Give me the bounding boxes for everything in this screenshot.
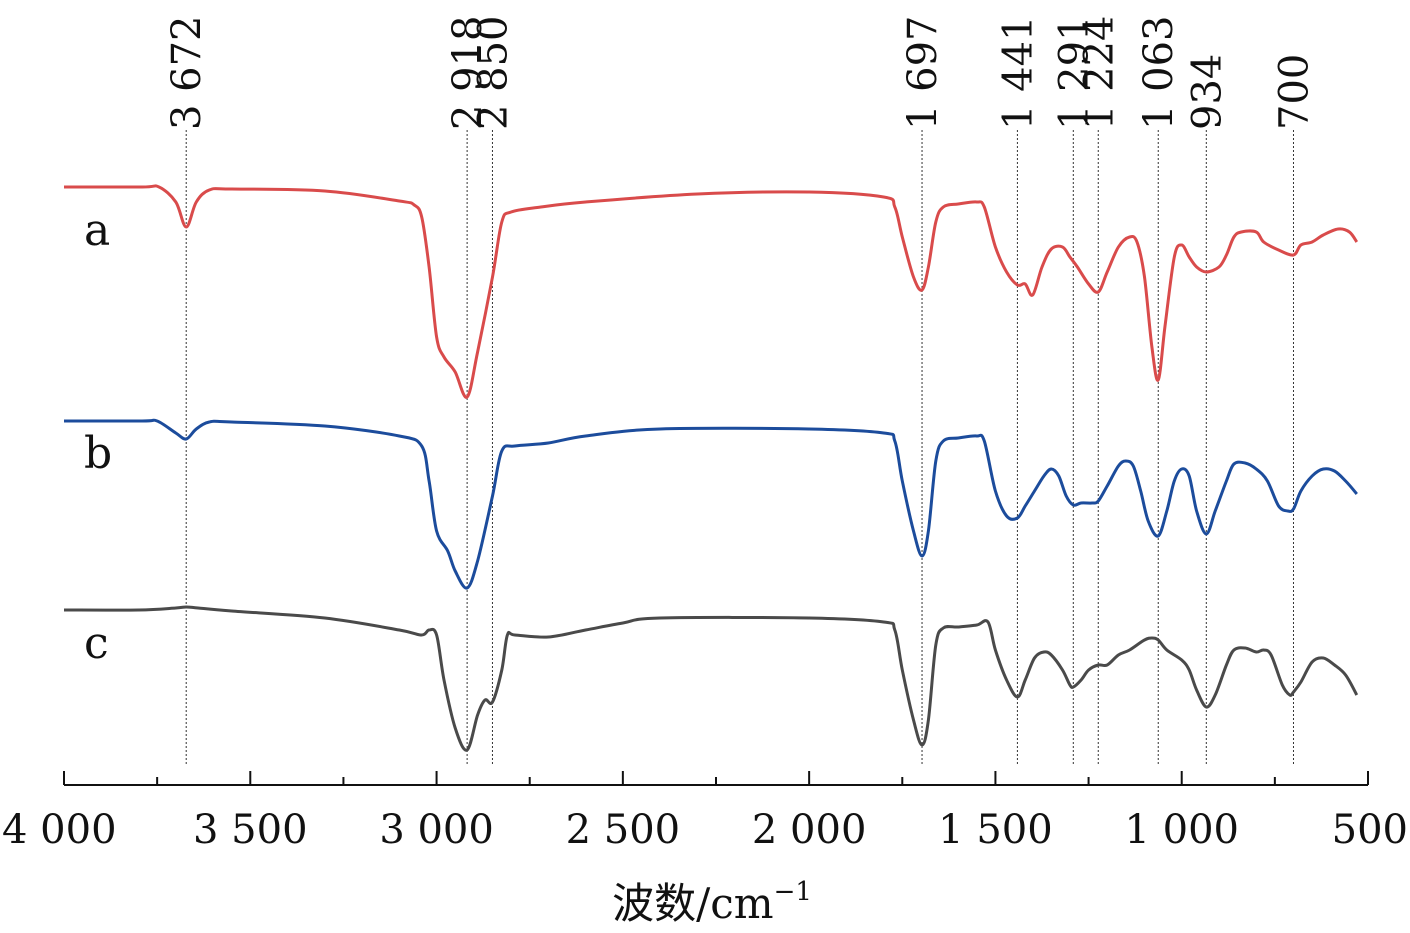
x-tick-label: 1 000 xyxy=(1124,807,1239,853)
peak-label: 1 697 xyxy=(900,15,946,130)
x-tick-label: 3 500 xyxy=(193,807,308,853)
peak-label: 2 918 xyxy=(445,15,491,130)
peak-label: 700 xyxy=(1271,54,1317,130)
series-line-c xyxy=(63,605,1359,752)
x-tick-label: 2 500 xyxy=(566,807,681,853)
peak-label: 1 063 xyxy=(1136,15,1182,130)
peak-label: 1 291 xyxy=(1051,15,1097,130)
x-tick-label: 500 xyxy=(1332,807,1408,853)
x-tick-label: 2 000 xyxy=(752,807,867,853)
series-label-b: b xyxy=(84,428,112,479)
x-tick-label: 3 000 xyxy=(379,807,494,853)
x-axis-title: 波数/cm−1 xyxy=(612,877,812,928)
series-line-a xyxy=(63,184,1359,399)
peak-guide-lines xyxy=(185,130,1294,765)
series-label-a: a xyxy=(84,205,110,256)
series-line-b xyxy=(63,418,1358,590)
peak-label: 1 224 xyxy=(1076,15,1122,130)
x-tick-label: 1 500 xyxy=(938,807,1053,853)
peak-label: 3 672 xyxy=(164,15,210,130)
spectra-series xyxy=(63,184,1359,752)
series-label-c: c xyxy=(84,618,109,669)
series-labels: a b c xyxy=(84,205,112,669)
x-axis: 4 000 3 500 3 000 2 500 2 000 1 500 1 000 500 xyxy=(2,771,1408,853)
peak-label: 1 441 xyxy=(995,15,1041,130)
x-tick-label: 4 000 xyxy=(2,807,117,853)
peak-label: 934 xyxy=(1184,54,1230,130)
peak-label: 2 850 xyxy=(470,15,516,130)
